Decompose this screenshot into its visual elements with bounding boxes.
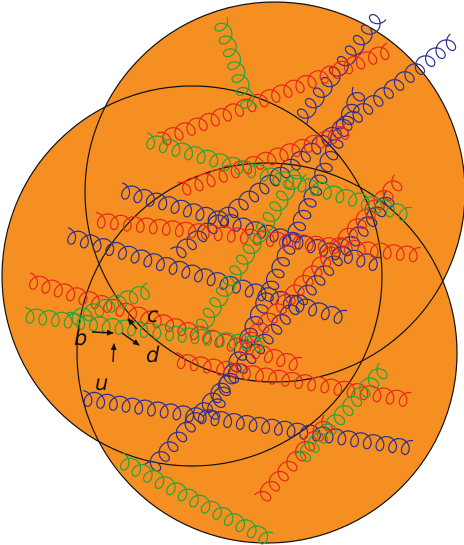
gluon-blue-line-1 <box>67 227 348 325</box>
quark-label-c: c <box>147 303 159 327</box>
gluon-red-line-11 <box>95 211 421 263</box>
quark-label-d: d <box>146 343 160 367</box>
quark-arrow-b <box>91 329 114 336</box>
gluon-blue-line-3 <box>144 190 395 472</box>
gluon-red-line-10 <box>157 42 390 146</box>
nucleus-outline-left <box>1 85 383 467</box>
gluon-green-line-15 <box>146 132 413 222</box>
quark-arrow-d <box>121 332 140 346</box>
nucleus-outline-bottom <box>76 162 458 544</box>
gluon-green-line-20 <box>195 169 307 335</box>
quark-label-b: b <box>74 326 87 350</box>
quark-vertex: b c d u <box>74 303 160 395</box>
gluon-green-line-19 <box>214 17 258 109</box>
quark-arrow-u <box>110 343 117 363</box>
gluon-red-line-14 <box>253 414 333 502</box>
quark-label-u: u <box>95 371 108 395</box>
gluon-red-line-8 <box>28 272 303 371</box>
gluon-blue-line-6 <box>202 86 366 420</box>
gluon-red-line-9 <box>176 352 412 407</box>
gluon-blue-line-2 <box>82 390 414 456</box>
quark-arrow-c <box>127 318 138 330</box>
gluon-green-line-16 <box>24 307 266 353</box>
gluon-field <box>24 13 457 545</box>
gluon-red-line-13 <box>177 122 350 196</box>
gluon-green-line-21 <box>67 282 150 326</box>
gluon-blue-line-4 <box>170 33 457 259</box>
gluon-green-line-18 <box>294 362 388 463</box>
gluon-green-line-17 <box>119 452 274 545</box>
gluon-red-line-12 <box>234 174 403 353</box>
